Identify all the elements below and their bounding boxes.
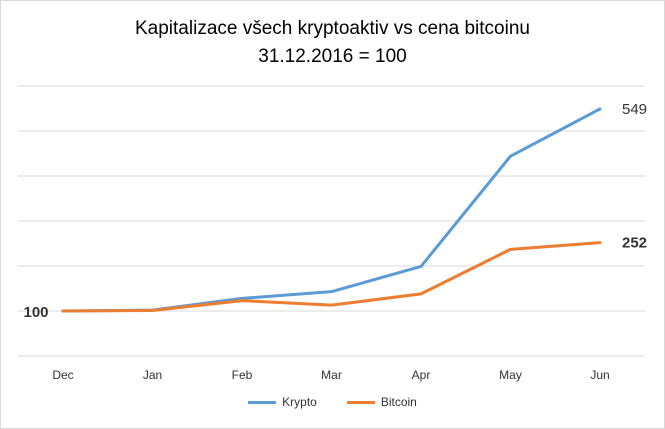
legend-item-bitcoin: Bitcoin [346, 395, 417, 409]
krypto-end-label: 549 [622, 101, 647, 118]
x-tick-label: Jan [143, 368, 162, 382]
series-lines [61, 107, 602, 313]
bitcoin-end-label: 252 [622, 235, 647, 252]
legend-label-krypto: Krypto [282, 395, 317, 409]
x-tick-label: Mar [321, 368, 342, 382]
x-tick-label: Apr [412, 368, 431, 382]
x-tick-label: Feb [232, 368, 253, 382]
x-tick-label: May [499, 368, 522, 382]
chart-title: Kapitalizace všech kryptoaktiv vs cena b… [135, 18, 530, 39]
legend-label-bitcoin: Bitcoin [380, 395, 417, 409]
legend-item-krypto: Krypto [248, 395, 317, 409]
chart-subtitle: 31.12.2016 = 100 [258, 46, 407, 67]
legend-swatch-krypto [248, 400, 277, 404]
gridlines [18, 85, 645, 357]
x-tick-label: Jun [590, 368, 609, 382]
start-value-label: 100 [23, 304, 48, 321]
x-axis-ticks: Dec Jan Feb Mar Apr May Jun [52, 368, 609, 382]
legend: Krypto Bitcoin [0, 395, 665, 409]
series-line-krypto [61, 107, 602, 313]
series-line-bitcoin [61, 241, 602, 313]
legend-swatch-bitcoin [346, 400, 375, 404]
x-tick-label: Dec [52, 368, 73, 382]
